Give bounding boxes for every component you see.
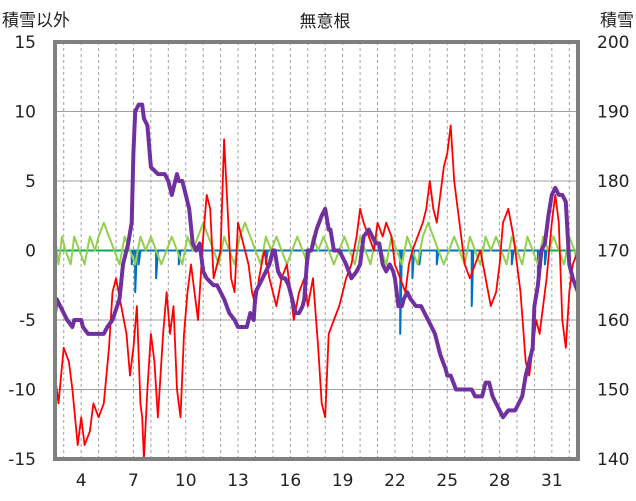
left-tick-label: 0 [25, 242, 36, 262]
series-group [53, 102, 580, 460]
x-tick-label: 25 [436, 471, 458, 491]
x-tick-label: 22 [384, 471, 406, 491]
right-tick-label: 180 [597, 172, 629, 192]
left-axis-ticks: 15 10 5 0 -5 -10 -15 [8, 33, 36, 470]
left-tick-label: -15 [8, 450, 36, 470]
x-tick-label: 19 [332, 471, 354, 491]
x-tick-label: 31 [541, 471, 563, 491]
left-axis-label: 積雪以外 [2, 11, 70, 31]
x-tick-label: 4 [76, 471, 87, 491]
right-tick-label: 170 [597, 242, 629, 262]
right-tick-label: 200 [597, 33, 629, 53]
series-line-temperature [54, 124, 579, 460]
left-tick-label: -5 [19, 311, 36, 331]
left-tick-label: 5 [25, 172, 36, 192]
right-axis-label: 積雪 [600, 11, 634, 31]
left-tick-label: -10 [8, 381, 36, 401]
right-tick-label: 150 [597, 381, 629, 401]
left-tick-label: 10 [14, 103, 36, 123]
chart-title: 無意根 [300, 12, 351, 32]
x-tick-label: 28 [489, 471, 511, 491]
left-tick-label: 15 [14, 33, 36, 53]
right-axis-ticks: 200 190 180 170 160 150 140 [597, 33, 629, 470]
right-tick-label: 190 [597, 103, 629, 123]
series-line-blue [130, 249, 548, 335]
series-line-snow-depth [53, 102, 580, 420]
x-tick-label: 10 [175, 471, 197, 491]
plot-frame [53, 40, 580, 461]
x-tick-label: 13 [227, 471, 249, 491]
x-tick-label: 16 [280, 471, 302, 491]
right-tick-label: 140 [597, 450, 629, 470]
x-axis-ticks: 4 7 10 13 16 19 22 25 28 31 [76, 471, 563, 491]
right-tick-label: 160 [597, 311, 629, 331]
x-tick-label: 7 [128, 471, 139, 491]
